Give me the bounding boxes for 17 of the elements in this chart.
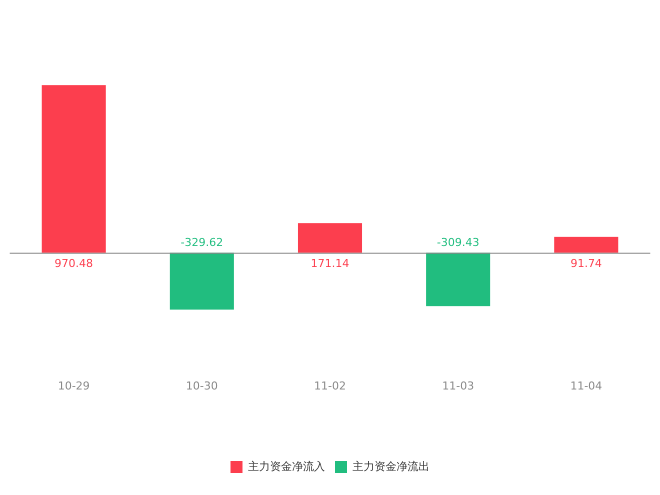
legend-label: 主力资金净流出	[352, 460, 430, 473]
bar	[554, 236, 618, 253]
x-tick-label: 10-29	[58, 379, 90, 392]
bar	[42, 85, 106, 253]
data-label: 171.14	[310, 257, 350, 270]
data-label: 970.48	[54, 257, 94, 270]
x-tick-label: 11-02	[314, 379, 346, 392]
data-label: 91.74	[570, 257, 602, 270]
bar	[426, 252, 490, 306]
data-label: -309.43	[436, 236, 480, 250]
data-label: -329.62	[180, 236, 224, 250]
x-tick-label: 10-30	[186, 379, 218, 392]
x-tick-label: 11-04	[570, 379, 602, 392]
bar	[170, 252, 234, 310]
x-tick-label: 11-03	[442, 379, 474, 392]
bar	[298, 223, 362, 253]
legend-label: 主力资金净流入	[248, 460, 325, 473]
